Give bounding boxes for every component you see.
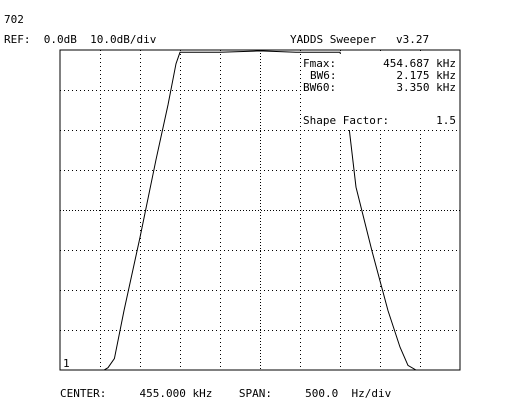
span-unit: Hz/div — [351, 387, 392, 400]
grid — [60, 50, 460, 370]
trace-id: 702 — [4, 13, 24, 26]
scale-per-div: 10.0dB/div — [90, 33, 157, 46]
response-trace — [92, 50, 456, 371]
span-value: 500.0 — [305, 387, 339, 400]
app-version: v3.27 — [395, 33, 430, 46]
app-title-line: YADDS Sweeper v3.27 — [290, 34, 429, 46]
plot-frame — [59, 49, 461, 371]
ref-label: REF: — [4, 33, 31, 46]
ref-value: 0.0dB — [43, 33, 77, 46]
app-title: YADDS Sweeper — [290, 33, 377, 46]
shape-factor-label: Shape Factor: — [303, 114, 389, 127]
bw60-value: 3.350 kHz — [396, 81, 456, 94]
shape-factor-value: 1.5 — [436, 114, 456, 127]
fmax-value: 454.687 kHz — [383, 57, 456, 70]
bw60-label: BW60: — [303, 81, 336, 94]
fmax-label: Fmax: — [303, 57, 336, 70]
bw6-label: BW6: — [310, 69, 337, 82]
span-label: SPAN: — [238, 387, 272, 400]
marker-number: 1 — [63, 357, 70, 370]
reference-level-line: REF: 0.0dB 10.0dB/div — [4, 34, 156, 46]
readout-panel — [301, 54, 458, 130]
center-value: 455.000 kHz — [139, 387, 213, 400]
bw6-value: 2.175 kHz — [396, 69, 456, 82]
center-label: CENTER: — [60, 387, 107, 400]
footer-line: CENTER: 455.000 kHz SPAN: 500.0 Hz/div — [60, 388, 391, 400]
